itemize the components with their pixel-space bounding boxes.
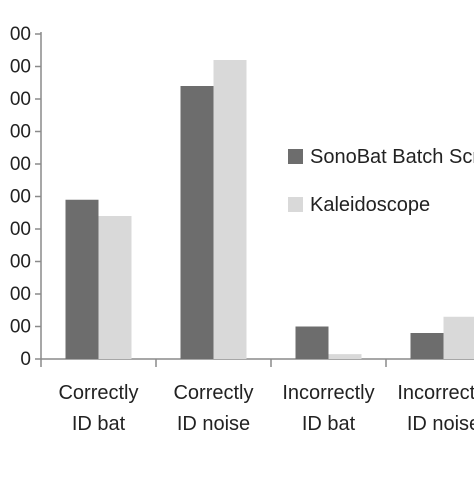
legend: SonoBat Batch Scrutinizer Kaleidoscope xyxy=(288,146,474,216)
y-tick-label: 00 xyxy=(10,154,31,175)
x-tick-label: ID noise xyxy=(177,413,250,435)
bar-kaleidoscope xyxy=(214,60,247,359)
x-tick-label: Incorrectly xyxy=(282,382,374,404)
y-tick-label: 00 xyxy=(10,284,31,305)
y-tick-label: 0 xyxy=(20,349,31,370)
x-tick-labels: Correctly ID bat Correctly ID noise Incorrec… xyxy=(58,382,474,435)
y-tick-label: 00 xyxy=(10,219,31,240)
y-tick-label: 00 xyxy=(10,24,31,45)
bar-kaleidoscope xyxy=(99,216,132,359)
y-tick-label: 00 xyxy=(10,187,31,208)
x-tick-label: Correctly xyxy=(173,382,253,404)
bar-sonobat xyxy=(66,200,99,359)
bar-sonobat xyxy=(411,333,444,359)
x-tick-label: Incorrectly xyxy=(397,382,474,404)
bar-sonobat xyxy=(181,86,214,359)
x-axis xyxy=(41,359,474,367)
x-tick-label: ID bat xyxy=(72,413,126,435)
bar-sonobat xyxy=(296,327,329,360)
legend-swatch xyxy=(288,197,303,212)
x-tick-label: Correctly xyxy=(58,382,138,404)
y-tick-label: 00 xyxy=(10,252,31,273)
y-tick-label: 00 xyxy=(10,57,31,78)
legend-swatch xyxy=(288,149,303,164)
legend-label: SonoBat Batch Scrutinizer xyxy=(310,146,474,168)
x-tick-label: ID bat xyxy=(302,413,356,435)
y-tick-label: 00 xyxy=(10,89,31,110)
bar-kaleidoscope xyxy=(444,317,474,359)
legend-label: Kaleidoscope xyxy=(310,194,430,216)
x-tick-label: ID noise xyxy=(407,413,474,435)
y-tick-label: 00 xyxy=(10,317,31,338)
y-tick-label: 00 xyxy=(10,122,31,143)
bar-kaleidoscope xyxy=(329,354,362,359)
